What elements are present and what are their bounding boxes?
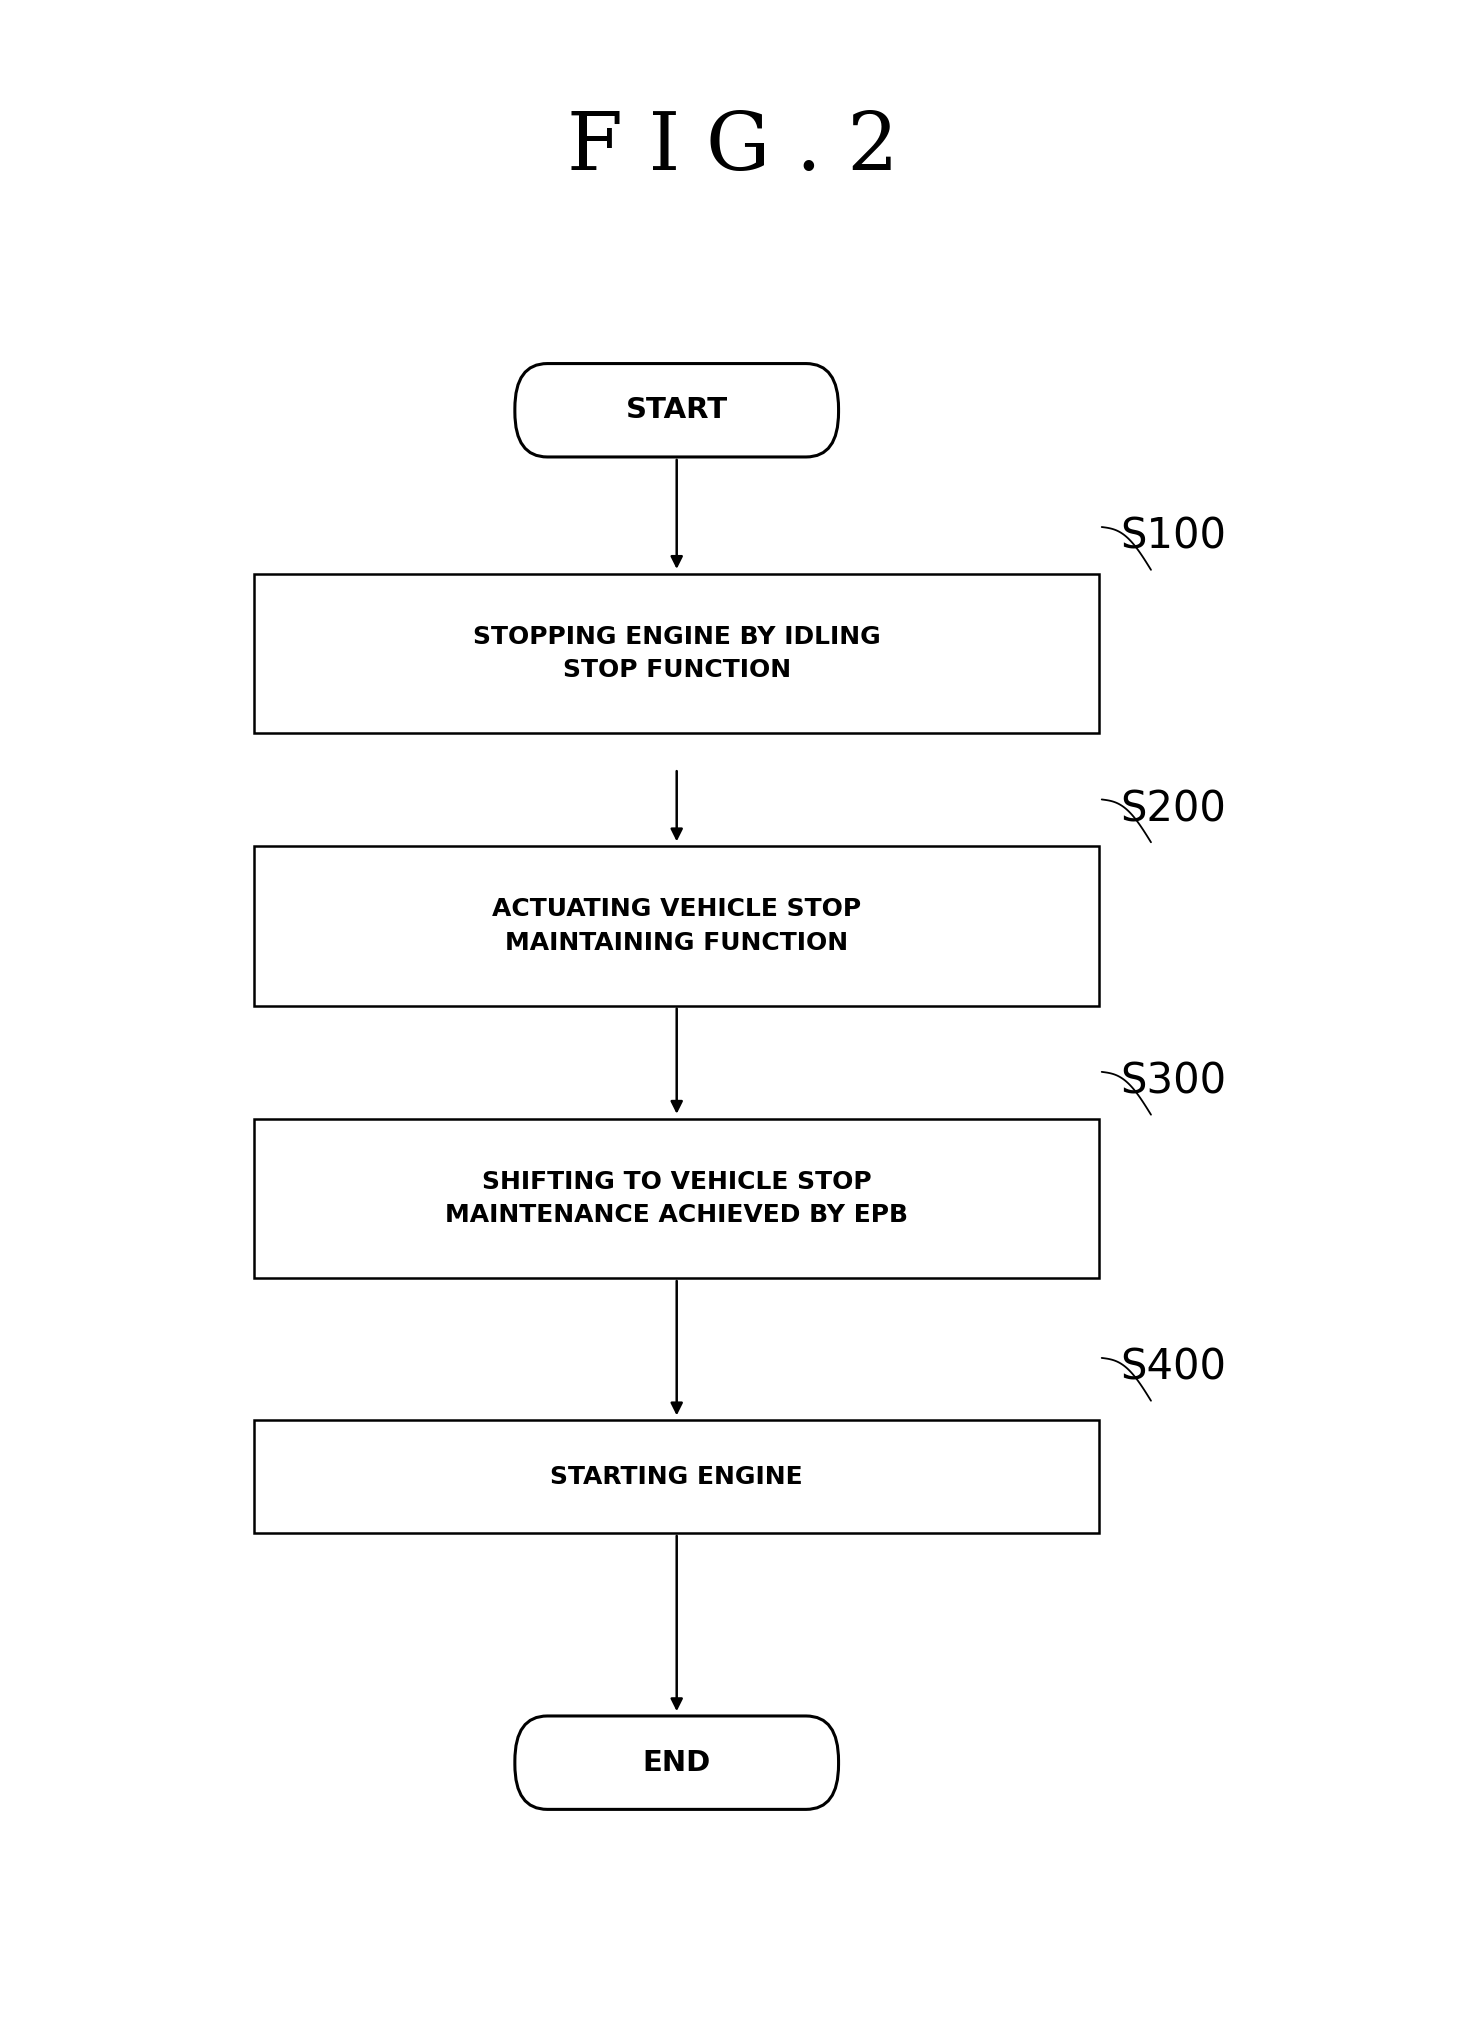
Text: SHIFTING TO VEHICLE STOP
MAINTENANCE ACHIEVED BY EPB: SHIFTING TO VEHICLE STOP MAINTENANCE ACH… (446, 1170, 909, 1226)
Bar (255, 1421, 1100, 1532)
Bar (255, 845, 1100, 1005)
FancyBboxPatch shape (515, 363, 839, 456)
Bar (255, 574, 1100, 734)
Text: S200: S200 (1120, 789, 1226, 831)
Text: S300: S300 (1120, 1060, 1226, 1103)
Text: STOPPING ENGINE BY IDLING
STOP FUNCTION: STOPPING ENGINE BY IDLING STOP FUNCTION (474, 624, 881, 683)
Text: S100: S100 (1120, 515, 1226, 557)
Text: S400: S400 (1120, 1346, 1226, 1388)
Text: START: START (626, 395, 727, 424)
Bar (255, 1119, 1100, 1279)
Text: ACTUATING VEHICLE STOP
MAINTAINING FUNCTION: ACTUATING VEHICLE STOP MAINTAINING FUNCT… (493, 898, 861, 955)
Text: END: END (642, 1749, 711, 1778)
Text: STARTING ENGINE: STARTING ENGINE (550, 1466, 803, 1488)
FancyBboxPatch shape (515, 1717, 839, 1810)
Text: F I G . 2: F I G . 2 (567, 109, 899, 186)
